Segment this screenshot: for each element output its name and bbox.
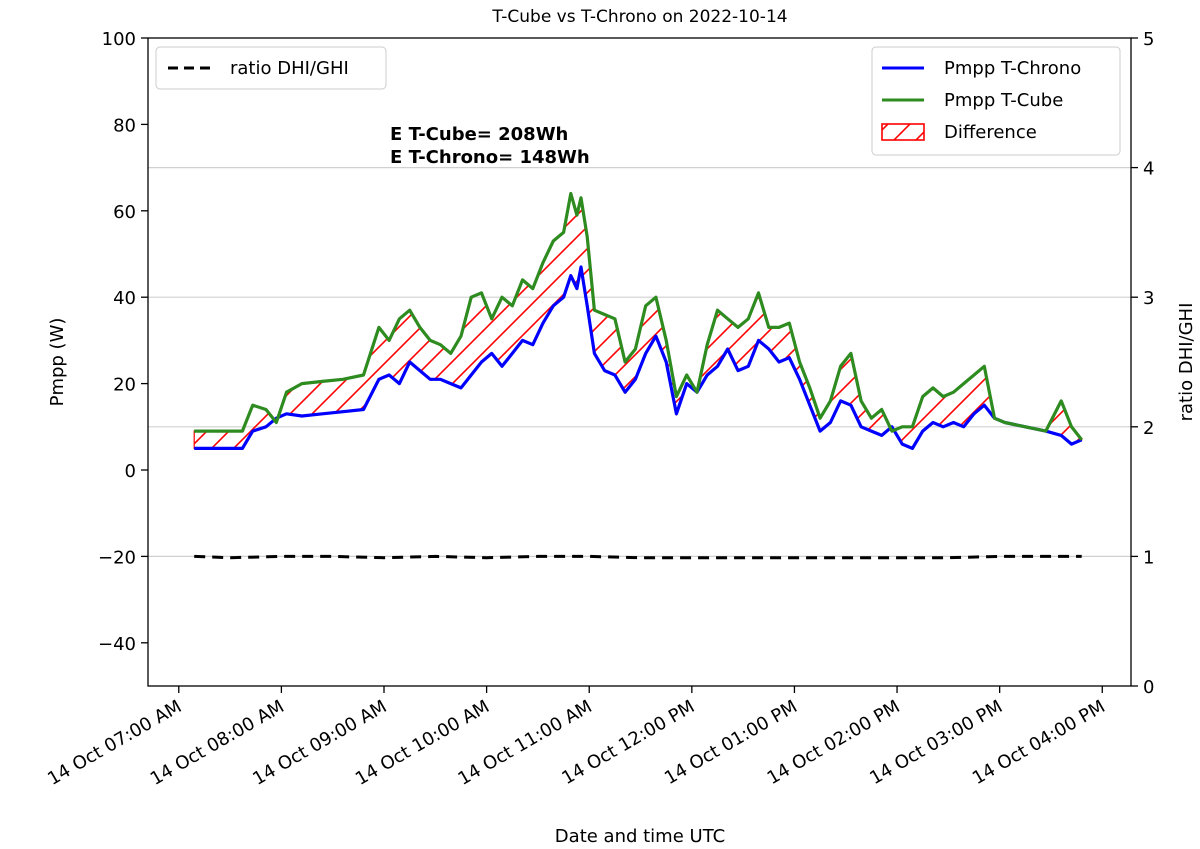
legend-label-difference: Difference: [944, 122, 1037, 143]
chart-title: T-Cube vs T-Chrono on 2022-10-14: [491, 7, 787, 27]
y-left-tick-label: 20: [113, 375, 136, 396]
y-right-tick-label: 4: [1143, 159, 1154, 180]
y-axis-right: 0 1 2 3 4 5: [1131, 29, 1154, 698]
legend-swatch-difference: [881, 123, 925, 141]
x-axis-label: Date and time UTC: [555, 826, 725, 847]
difference-fill: [193, 193, 1083, 450]
legend-label-chrono: Pmpp T-Chrono: [944, 58, 1081, 79]
y-right-tick-label: 0: [1143, 677, 1154, 698]
legend-right-frame: [871, 46, 1121, 156]
legend-left: ratio DHI/GHI: [155, 46, 387, 90]
y-left-tick-label: −20: [98, 547, 136, 568]
annotation-energy-cube: E T-Cube= 208Wh: [390, 124, 568, 145]
plot-area: [193, 191, 1083, 560]
y-axis-left: −40 −20 0 20 40 60 80 100: [98, 29, 148, 655]
series-line-pmpp-t-cube: [194, 191, 1083, 441]
legend-label-ratio: ratio DHI/GHI: [230, 58, 349, 79]
y-right-tick-label: 2: [1143, 418, 1154, 439]
y-axis-left-label: Pmpp (W): [47, 318, 68, 407]
y-left-tick-label: 60: [113, 202, 136, 223]
series-line-pmpp-t-chrono: [194, 265, 1083, 450]
y-left-tick-label: 80: [113, 115, 136, 136]
legend-left-frame: [155, 46, 387, 90]
y-right-tick-label: 3: [1143, 288, 1154, 309]
y-left-tick-label: 40: [113, 288, 136, 309]
series-lines: [194, 191, 1083, 560]
legend-right: Pmpp T-Chrono Pmpp T-Cube Difference: [871, 46, 1121, 156]
plot-frame: [147, 37, 1132, 687]
y-axis-right-label: ratio DHI/GHI: [1176, 303, 1197, 422]
y-left-tick-label: −40: [98, 634, 136, 655]
y-left-tick-label: 100: [102, 29, 136, 50]
y-right-tick-label: 5: [1143, 29, 1154, 50]
legend-label-cube: Pmpp T-Cube: [944, 90, 1063, 111]
annotation-energy-chrono: E T-Chrono= 148Wh: [390, 147, 590, 168]
right-axis-gridlines: [148, 167, 1131, 558]
y-left-tick-label: 0: [125, 461, 136, 482]
difference-area: [193, 193, 1083, 450]
y-right-tick-label: 1: [1143, 547, 1154, 568]
